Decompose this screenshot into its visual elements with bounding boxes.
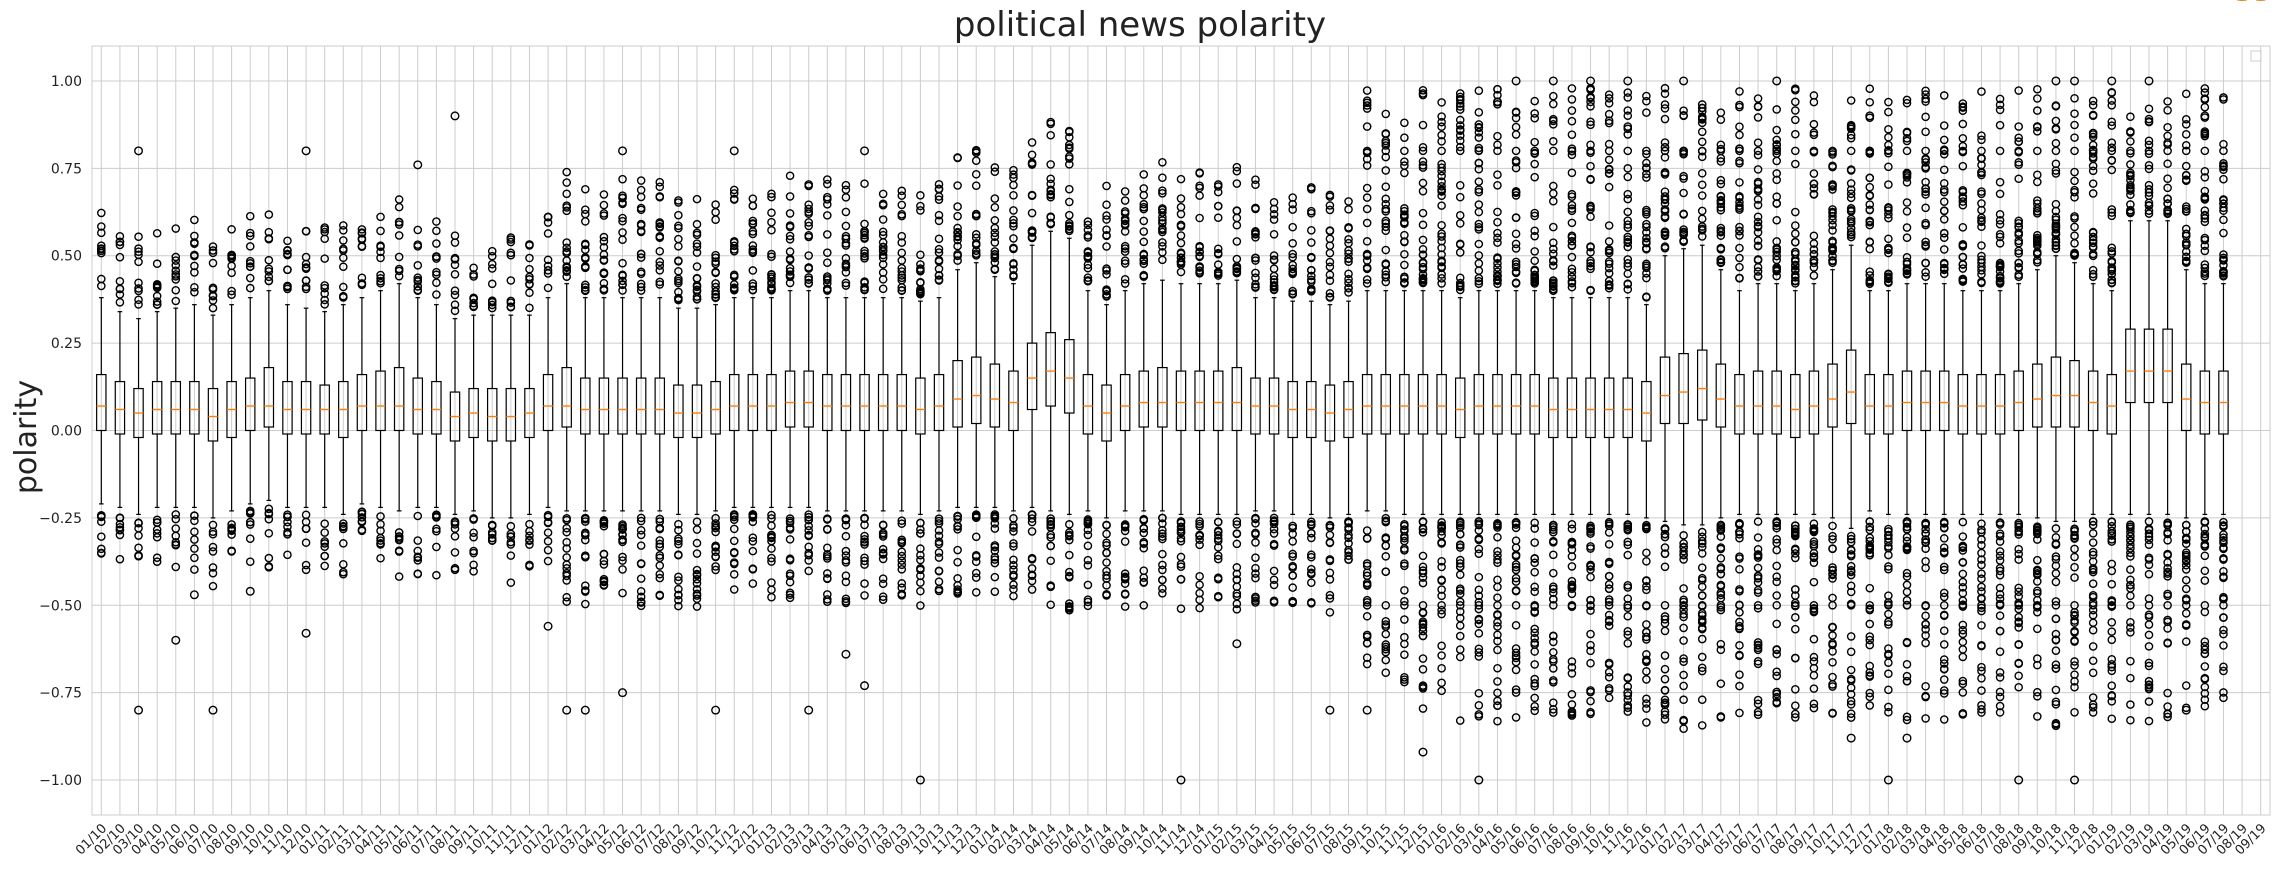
chart-title: political news polarity bbox=[954, 5, 1326, 45]
y-axis-label: polarity bbox=[9, 380, 44, 494]
